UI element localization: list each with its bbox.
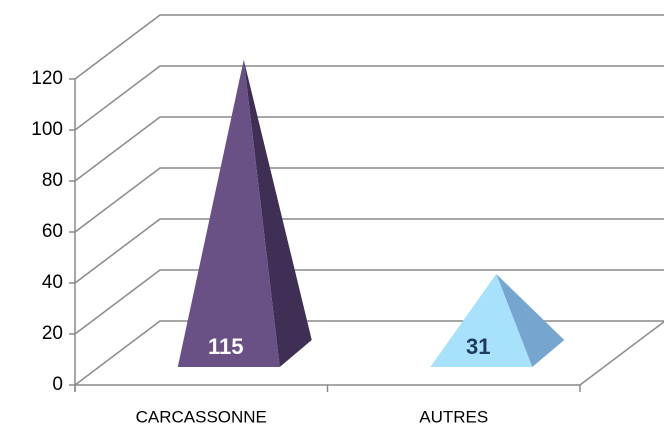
pyramid-front: [430, 273, 533, 367]
y-tick-label: 20: [42, 323, 63, 344]
y-tick-label: 60: [42, 221, 63, 242]
data-label: 31: [466, 334, 490, 359]
grid-line: [74, 14, 664, 80]
x-tick-label: AUTRES: [419, 407, 488, 426]
grid-line: [74, 65, 664, 131]
grid-line: [74, 116, 664, 182]
y-tick-label: 120: [31, 68, 63, 89]
floor-edge: [579, 320, 664, 386]
grid-line: [74, 269, 664, 335]
pyramid-side: [243, 59, 312, 367]
pyramid-front: [177, 59, 280, 367]
pyramid-side: [496, 273, 565, 367]
y-tick-label: 40: [42, 272, 63, 293]
grid-line: [74, 218, 664, 284]
y-tick-label: 100: [31, 119, 63, 140]
floor: [74, 320, 664, 386]
y-tick-label: 80: [42, 170, 63, 191]
x-tick-label: CARCASSONNE: [136, 407, 267, 426]
grid-line: [74, 167, 664, 233]
data-label: 115: [208, 334, 244, 359]
y-tick-label: 0: [52, 374, 63, 395]
